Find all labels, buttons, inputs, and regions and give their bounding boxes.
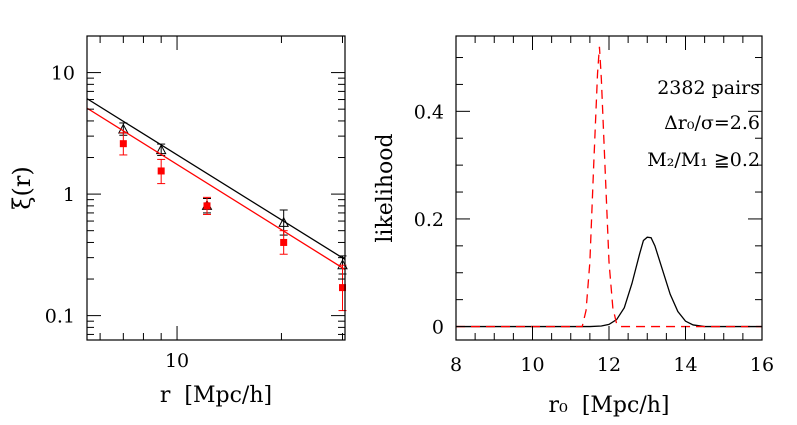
right-x-tick-label: 14 bbox=[673, 354, 697, 376]
right-x-axis-label: r₀ [Mpc/h] bbox=[549, 393, 670, 418]
left-point-square bbox=[157, 167, 165, 175]
left-point-square bbox=[203, 202, 211, 210]
annotation-pairs: 2382 pairs bbox=[657, 77, 760, 99]
right-plot-area bbox=[456, 46, 762, 328]
right-panel: 8 10 12 14 16 0 0.2 0.4 2382 pairs Δr₀/σ=2.6 M₂… bbox=[373, 35, 774, 418]
left-fit-line bbox=[87, 107, 345, 270]
right-x-tick-label: 10 bbox=[520, 354, 544, 376]
left-point-square bbox=[119, 140, 127, 148]
left-point-square bbox=[339, 284, 347, 292]
right-annotation-box: 2382 pairs Δr₀/σ=2.6 M₂/M₁ ≧0.2 bbox=[647, 77, 760, 171]
right-ticks: 8 10 12 14 16 0 0.2 0.4 bbox=[414, 36, 774, 376]
left-point-triangle bbox=[155, 144, 167, 155]
left-y-tick-label: 1 bbox=[63, 184, 75, 206]
left-panel: 0.1 1 10 10 ξ(r) r [Mpc/h] bbox=[8, 35, 348, 408]
left-plot-frame bbox=[86, 35, 346, 341]
left-ticks: 0.1 1 10 10 bbox=[45, 35, 345, 372]
right-curve-dashed bbox=[456, 46, 762, 328]
right-x-tick-label: 16 bbox=[750, 354, 774, 376]
right-x-tick-label: 12 bbox=[597, 354, 621, 376]
right-y-axis-label: likelihood bbox=[373, 133, 398, 242]
right-y-tick-label: 0 bbox=[432, 317, 444, 339]
left-x-axis-label: r [Mpc/h] bbox=[160, 383, 272, 408]
right-y-tick-label: 0.4 bbox=[414, 101, 444, 123]
right-x-tick-label: 8 bbox=[450, 354, 462, 376]
right-y-tick-label: 0.2 bbox=[414, 209, 444, 231]
right-plot-frame bbox=[455, 35, 763, 341]
left-y-tick-label: 0.1 bbox=[45, 306, 75, 328]
left-fit-line bbox=[87, 98, 345, 260]
left-y-tick-label: 10 bbox=[51, 63, 75, 85]
left-point-square bbox=[280, 238, 288, 246]
annotation-delta-r0: Δr₀/σ=2.6 bbox=[664, 112, 760, 134]
left-plot-area bbox=[87, 98, 348, 312]
left-y-axis-label: ξ(r) bbox=[8, 166, 36, 209]
right-curve-solid bbox=[456, 236, 762, 328]
left-x-tick-label: 10 bbox=[165, 350, 189, 372]
annotation-mass-ratio: M₂/M₁ ≧0.2 bbox=[647, 149, 760, 171]
